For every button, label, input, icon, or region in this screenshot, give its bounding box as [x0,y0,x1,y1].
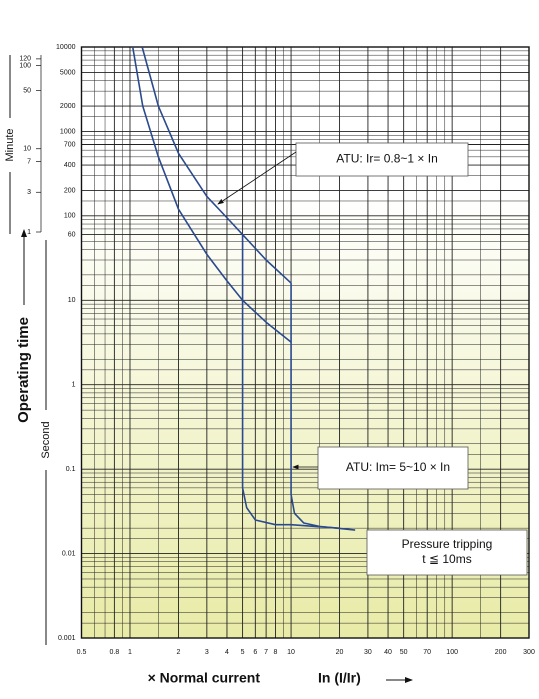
y-tick-label: 10000 [56,44,76,51]
trip-curve [241,234,340,529]
minute-label: Minute [4,128,16,161]
y2-tick-label: 7 [27,158,31,165]
x-tick-label: 6 [253,649,257,656]
x-tick-label: 50 [400,649,408,656]
y2-tick-label: 50 [23,87,31,94]
y2-tick-label: 1 [27,229,31,236]
x-tick-label: 10 [287,649,295,656]
y-tick-label: 400 [64,162,76,169]
x-tick-label: 5 [241,649,245,656]
y-tick-label: 1 [72,382,76,389]
y-tick-label: 200 [64,187,76,194]
x-tick-label: 3 [205,649,209,656]
annotation-text: ATU: Ir= 0.8~1 × In [336,152,438,166]
x-tick-label: 40 [384,649,392,656]
y-tick-label: 5000 [60,69,76,76]
y2-tick-label: 3 [27,189,31,196]
x-tick-label: 1 [128,649,132,656]
x-tick-label: 30 [364,649,372,656]
annotation-box [366,529,528,576]
x-tick-label: 7 [264,649,268,656]
annotation-box [317,446,469,490]
x-tick-label: 100 [446,649,458,656]
y-tick-label: 0.001 [58,635,76,642]
x-tick-label: 70 [423,649,431,656]
annotation-box [295,142,469,177]
y2-tick-label: 100 [19,62,31,69]
annotation-text: Pressure tripping [402,537,493,551]
annotation-arrow [217,151,297,205]
plot-frame [80,46,530,639]
second-label: Second [40,421,52,458]
annotation-text: t ≦ 10ms [422,552,471,566]
x-tick-label: 4 [225,649,229,656]
y-tick-label: 0.01 [62,550,76,557]
x-axis-unit: In (I/Ir) [318,670,361,686]
y-tick-label: 60 [68,231,76,238]
x-tick-label: 300 [523,649,535,656]
y-tick-label: 700 [64,141,76,148]
y-tick-label: 0.1 [66,466,76,473]
trip-curve [131,46,292,343]
x-tick-label: 20 [336,649,344,656]
y-tick-label: 10 [68,297,76,304]
y2-tick-label: 120 [19,56,31,63]
y-axis-title: Operating time [15,317,32,423]
trip-curve [141,46,356,531]
x-axis-title: × Normal current [148,670,261,686]
x-tick-label: 8 [274,649,278,656]
y-tick-label: 2000 [60,103,76,110]
x-tick-label: 200 [495,649,507,656]
x-tick-label: 0.5 [77,649,87,656]
x-tick-label: 0.8 [110,649,120,656]
y2-tick-label: 10 [23,146,31,153]
x-tick-label: 2 [177,649,181,656]
y-tick-label: 100 [64,213,76,220]
annotation-text: ATU: Im= 5~10 × In [346,460,450,474]
y-tick-label: 1000 [60,128,76,135]
